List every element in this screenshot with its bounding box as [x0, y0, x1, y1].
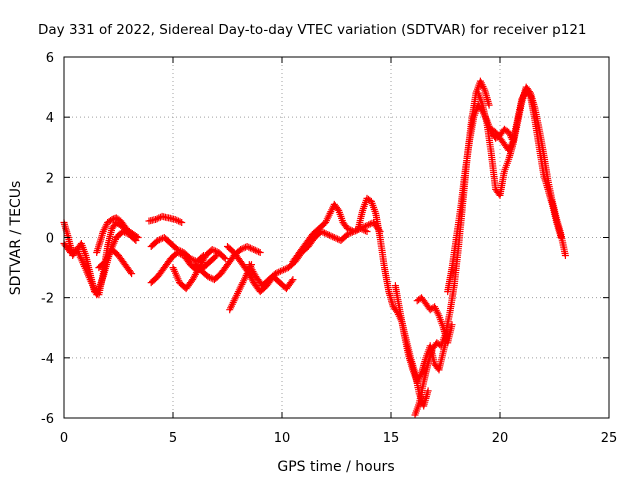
chart-title: Day 331 of 2022, Sidereal Day-to-day VTE… — [38, 22, 587, 38]
data-series-track-e — [145, 212, 186, 226]
y-tick-label: 2 — [46, 171, 54, 186]
axis-ticks — [63, 56, 610, 419]
y-tick-label: -4 — [41, 352, 54, 367]
x-tick-label: 25 — [601, 431, 618, 446]
x-tick-label: 5 — [169, 431, 177, 446]
data-points — [60, 77, 569, 419]
data-series-track-d — [95, 246, 136, 278]
data-series-track-o — [391, 282, 452, 386]
y-tick-label: 0 — [46, 232, 54, 247]
data-series-track-m — [289, 200, 384, 266]
x-tick-labels: 0 5 10 15 20 25 — [60, 431, 617, 446]
x-tick-label: 20 — [492, 431, 509, 446]
x-axis-label: GPS time / hours — [277, 459, 394, 475]
data-series-track-c — [93, 214, 142, 256]
y-tick-label: -6 — [41, 412, 54, 427]
y-tick-label: 6 — [46, 51, 54, 66]
data-series-track-l — [245, 225, 371, 290]
y-tick-label: 4 — [46, 111, 54, 126]
y-tick-label: -2 — [41, 292, 54, 307]
data-series-track-t — [487, 86, 565, 241]
y-tick-labels: -6 -4 -2 0 2 4 6 — [41, 51, 54, 427]
y-axis-label: SDTVAR / TECUs — [8, 181, 24, 296]
x-tick-label: 10 — [274, 431, 291, 446]
x-tick-label: 15 — [383, 431, 400, 446]
x-tick-label: 0 — [60, 431, 68, 446]
